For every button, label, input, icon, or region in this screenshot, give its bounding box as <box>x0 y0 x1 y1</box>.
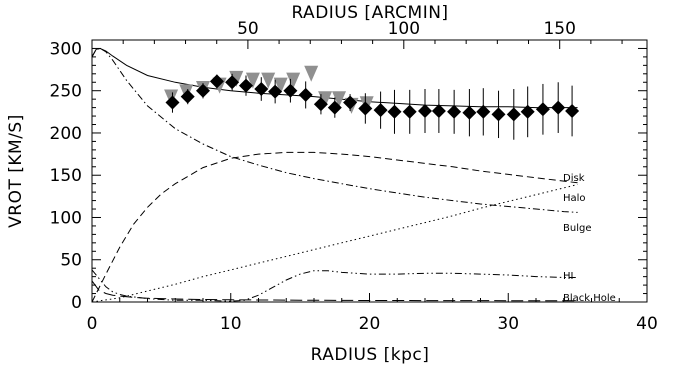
gray-triangle <box>332 91 346 108</box>
gray-triangle <box>286 72 301 89</box>
x2-tick-label: 50 <box>237 19 259 39</box>
black-diamond <box>447 104 462 119</box>
curve-total <box>91 47 578 109</box>
black-diamond <box>535 102 550 117</box>
x-tick-label: 40 <box>636 314 658 334</box>
black-observations <box>165 73 580 140</box>
curve-labels: Disk Halo Bulge HI Black Hole <box>563 173 616 304</box>
x2-tick-label: 150 <box>543 19 575 39</box>
black-diamond <box>402 104 417 119</box>
axis-ticks: 0 10 20 30 40 50 100 150 0 50 100 150 200 250 300 <box>50 19 658 334</box>
gray-triangle <box>304 65 319 82</box>
curve-bulge <box>91 47 578 213</box>
black-diamond <box>209 74 224 89</box>
x2-tick-label: 100 <box>388 19 420 39</box>
black-diamond <box>298 87 313 102</box>
black-diamond <box>283 83 298 98</box>
black-diamond <box>196 83 210 98</box>
label-halo: Halo <box>563 193 586 204</box>
black-diamond <box>462 105 477 120</box>
gray-triangle <box>273 77 288 94</box>
curve-halo <box>91 184 578 303</box>
black-diamond <box>254 82 269 96</box>
black-diamond <box>565 104 580 118</box>
black-diamond <box>506 107 521 122</box>
black-diamond <box>491 107 506 122</box>
plot-frame <box>91 39 648 303</box>
curve-black-hole <box>91 280 578 302</box>
black-diamond <box>313 97 328 112</box>
black-diamond <box>225 75 240 90</box>
y-axis-title: VROT [KM/S] <box>6 114 26 228</box>
black-diamond <box>327 100 342 115</box>
gray-observations <box>164 65 374 114</box>
black-diamond <box>165 95 180 110</box>
curve-disk <box>91 151 578 303</box>
x-tick-label: 0 <box>87 314 98 334</box>
x-tick-label: 10 <box>220 314 242 334</box>
black-diamond <box>239 78 253 93</box>
y-tick-label: 150 <box>50 166 82 186</box>
y-tick-label: 200 <box>50 124 82 144</box>
model-curves <box>91 47 578 303</box>
gray-triangle <box>245 72 260 89</box>
black-diamond <box>343 95 358 110</box>
black-diamond <box>431 104 446 118</box>
y-tick-label: 100 <box>50 208 82 228</box>
curve-hi <box>91 269 578 302</box>
label-hi: HI <box>563 271 573 282</box>
x-axis-title: RADIUS [kpc] <box>311 345 430 365</box>
gray-triangle <box>229 70 244 87</box>
gray-triangle <box>318 91 333 108</box>
label-black-hole: Black Hole <box>563 293 616 304</box>
label-bulge: Bulge <box>563 223 591 234</box>
gray-triangle <box>261 72 276 89</box>
y-tick-label: 50 <box>60 251 82 271</box>
x-tick-label: 20 <box>359 314 381 334</box>
black-diamond <box>476 104 491 119</box>
black-diamond <box>373 103 388 118</box>
black-diamond <box>418 104 432 118</box>
black-diamond <box>520 104 535 119</box>
y-tick-label: 300 <box>50 39 82 59</box>
black-diamond <box>180 89 195 104</box>
label-disk: Disk <box>563 173 585 184</box>
black-diamond <box>387 104 402 119</box>
y-tick-label: 250 <box>50 82 82 102</box>
black-diamond <box>268 84 283 99</box>
x2-axis-title: RADIUS [ARCMIN] <box>291 3 448 23</box>
x-tick-label: 30 <box>497 314 519 334</box>
black-diamond <box>358 101 373 116</box>
black-diamond <box>551 100 566 115</box>
y-tick-label: 0 <box>71 293 82 313</box>
